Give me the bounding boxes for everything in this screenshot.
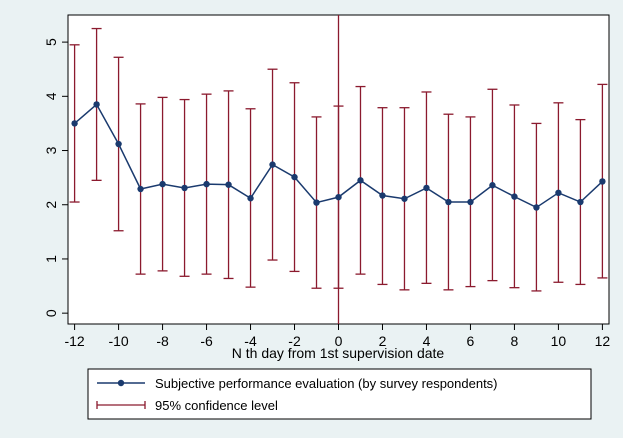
y-tick-label: 0	[43, 309, 59, 317]
legend-label-ci: 95% confidence level	[155, 398, 278, 413]
data-point	[159, 180, 166, 188]
x-tick-label: 10	[551, 333, 567, 349]
data-point	[225, 181, 232, 188]
data-point	[533, 204, 540, 211]
legend-marker-icon	[117, 379, 125, 387]
y-tick-label: 1	[43, 255, 59, 263]
data-point	[445, 198, 452, 206]
data-point	[269, 161, 276, 168]
x-tick-label: -6	[200, 333, 213, 349]
y-tick-label: 5	[43, 38, 59, 46]
legend-box	[87, 368, 592, 420]
data-point	[313, 199, 320, 206]
data-point	[379, 192, 386, 199]
data-point	[577, 198, 584, 206]
data-point	[335, 193, 342, 201]
y-axis: 0 1 2 3 4 5	[43, 38, 68, 317]
data-point	[291, 173, 298, 181]
x-axis-title: N th day from 1st supervision date	[232, 345, 445, 361]
y-tick-label: 3	[43, 146, 59, 154]
data-point	[489, 182, 496, 189]
y-tick-label: 2	[43, 201, 59, 209]
data-point	[555, 189, 562, 197]
x-tick-label: 12	[595, 333, 611, 349]
data-point	[115, 140, 122, 148]
data-point	[511, 193, 518, 200]
x-axis: -12 -10 -8 -6 -4 -2 0 2 4 6 8 10 12	[64, 324, 610, 349]
x-tick-label: -4	[244, 333, 257, 349]
x-tick-label: -2	[288, 333, 301, 349]
y-tick-label: 4	[43, 92, 59, 100]
data-point	[357, 177, 364, 184]
data-point	[401, 195, 408, 202]
x-tick-label: 8	[511, 333, 519, 349]
data-point	[137, 185, 144, 193]
data-point	[203, 180, 210, 188]
data-point	[467, 198, 474, 206]
x-tick-label: 4	[423, 333, 431, 349]
x-tick-label: 0	[335, 333, 343, 349]
data-point	[71, 120, 78, 127]
legend-label-series: Subjective performance evaluation (by su…	[155, 376, 498, 391]
data-point	[181, 184, 188, 192]
x-tick-label: -10	[108, 333, 128, 349]
x-tick-label: 2	[379, 333, 387, 349]
data-points	[71, 101, 606, 211]
legend: Subjective performance evaluation (by su…	[87, 368, 592, 420]
x-tick-label: 6	[467, 333, 475, 349]
data-point	[423, 184, 430, 192]
x-tick-label: -12	[64, 333, 84, 349]
data-point	[247, 195, 254, 202]
x-tick-label: -8	[156, 333, 169, 349]
data-point	[599, 178, 606, 185]
data-point	[93, 101, 100, 108]
